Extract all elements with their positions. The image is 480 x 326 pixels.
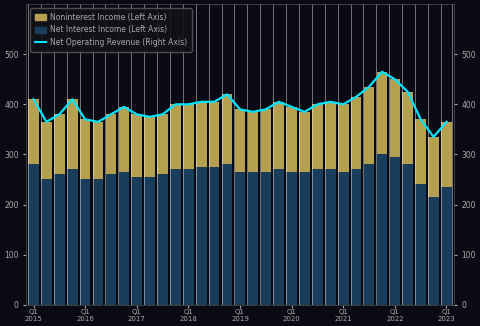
Bar — [106, 174, 116, 305]
Bar — [312, 170, 323, 305]
Bar — [402, 92, 413, 164]
Legend: Noninterest Income (Left Axis), Net Interest Income (Left Axis), Net Operating R: Noninterest Income (Left Axis), Net Inte… — [30, 8, 192, 52]
Bar — [299, 172, 310, 305]
Bar — [351, 170, 361, 305]
Bar — [183, 104, 193, 170]
Bar — [351, 97, 361, 170]
Bar — [428, 137, 439, 197]
Bar — [144, 177, 155, 305]
Bar — [54, 174, 65, 305]
Bar — [67, 99, 78, 170]
Bar — [54, 114, 65, 174]
Bar — [261, 109, 271, 172]
Bar — [390, 157, 400, 305]
Bar — [364, 87, 374, 164]
Bar — [377, 72, 387, 155]
Bar — [377, 155, 387, 305]
Bar — [209, 102, 219, 167]
Bar — [132, 177, 142, 305]
Bar — [287, 107, 297, 172]
Bar — [248, 112, 258, 172]
Bar — [93, 179, 103, 305]
Bar — [364, 164, 374, 305]
Bar — [428, 197, 439, 305]
Bar — [80, 119, 90, 179]
Bar — [274, 170, 284, 305]
Bar — [222, 164, 232, 305]
Bar — [196, 167, 206, 305]
Bar — [183, 170, 193, 305]
Bar — [80, 179, 90, 305]
Bar — [106, 114, 116, 174]
Bar — [441, 122, 452, 187]
Bar — [441, 187, 452, 305]
Bar — [235, 109, 245, 172]
Bar — [196, 102, 206, 167]
Bar — [41, 122, 52, 179]
Bar — [248, 172, 258, 305]
Bar — [157, 114, 168, 174]
Bar — [287, 172, 297, 305]
Bar — [67, 170, 78, 305]
Bar — [299, 112, 310, 172]
Bar — [222, 94, 232, 164]
Bar — [28, 164, 39, 305]
Bar — [261, 172, 271, 305]
Bar — [119, 172, 129, 305]
Bar — [41, 179, 52, 305]
Bar — [274, 102, 284, 170]
Bar — [402, 164, 413, 305]
Bar — [338, 172, 348, 305]
Bar — [338, 104, 348, 172]
Bar — [415, 119, 426, 185]
Bar — [157, 174, 168, 305]
Bar — [28, 99, 39, 164]
Bar — [235, 172, 245, 305]
Bar — [312, 104, 323, 170]
Bar — [209, 167, 219, 305]
Bar — [325, 170, 336, 305]
Bar — [325, 102, 336, 170]
Bar — [132, 114, 142, 177]
Bar — [170, 170, 181, 305]
Bar — [93, 122, 103, 179]
Bar — [390, 79, 400, 157]
Bar — [144, 117, 155, 177]
Bar — [119, 107, 129, 172]
Bar — [415, 185, 426, 305]
Bar — [170, 104, 181, 170]
